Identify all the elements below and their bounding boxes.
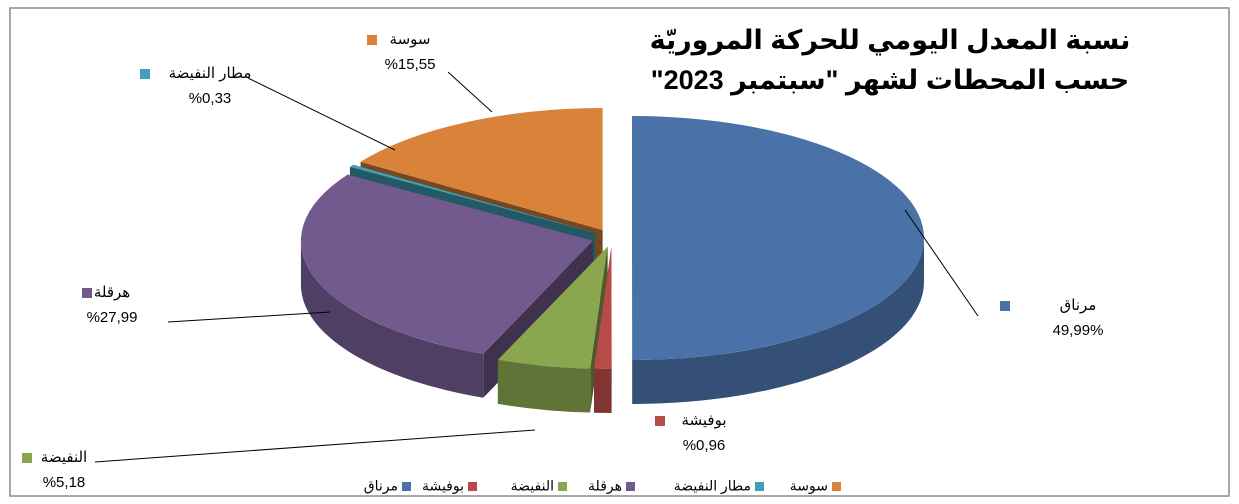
data-label-name: سوسة: [390, 31, 431, 48]
slice-wall: [593, 368, 612, 413]
data-label-value: %0,33: [189, 90, 232, 107]
legend-swatch: [402, 482, 411, 491]
legend-label: النفيضة: [511, 478, 554, 494]
legend-swatch: [755, 482, 764, 491]
slice-wall: [497, 359, 591, 413]
leader-line: [94, 429, 536, 463]
pie-slice: [360, 108, 603, 231]
legend-swatch: [832, 482, 841, 491]
leader-line: [904, 209, 979, 317]
data-label-name: مطار النفيضة: [169, 65, 252, 82]
pie-slice: [349, 164, 596, 234]
pie-slice: [497, 246, 608, 369]
label-swatch: [655, 416, 665, 426]
legend-label: مطار النفيضة: [674, 478, 751, 495]
label-swatch: [1000, 301, 1010, 311]
legend-swatch: [468, 482, 477, 491]
data-label-name: هرقلة: [94, 284, 130, 301]
data-label-value: %5,18: [43, 474, 86, 491]
leader-line: [167, 311, 331, 323]
label-swatch: [140, 69, 150, 79]
data-label-name: النفيضة: [41, 449, 87, 466]
pie-slice: [300, 174, 593, 354]
legend-swatch: [558, 482, 567, 491]
leader-line: [247, 77, 396, 151]
data-label-value: %27,99: [87, 309, 138, 326]
data-label-value: 49,99%: [1053, 322, 1104, 339]
chart-title: حسب المحطات لشهر "سبتمبر 2023": [651, 65, 1129, 96]
label-swatch: [367, 35, 377, 45]
pie-slice: [632, 115, 924, 360]
legend-label: هرقلة: [588, 478, 622, 495]
pie-slice: [593, 246, 612, 369]
data-label-name: مرناق: [1060, 297, 1097, 314]
data-label-name: بوفيشة: [681, 412, 726, 429]
chart-title: نسبة المعدل اليومي للحركة المروريّة: [650, 25, 1131, 56]
label-swatch: [82, 288, 92, 298]
slice-wall: [300, 240, 484, 398]
legend-swatch: [626, 482, 635, 491]
legend-label: بوفيشة: [422, 478, 464, 495]
data-label-value: %15,55: [385, 56, 436, 73]
legend-label: سوسة: [790, 478, 828, 495]
slice-wall: [632, 237, 924, 404]
label-swatch: [22, 453, 32, 463]
leader-line: [447, 71, 493, 113]
chart-frame: [9, 7, 1230, 497]
data-label-value: %0,96: [683, 437, 726, 454]
legend-label: مرناق: [364, 478, 398, 495]
